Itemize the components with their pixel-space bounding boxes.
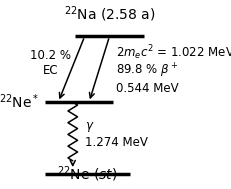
- Text: $^{22}$Na (2.58 a): $^{22}$Na (2.58 a): [64, 5, 155, 24]
- Text: 10.2 %
EC: 10.2 % EC: [30, 49, 71, 77]
- Text: $^{22}$Ne ($\mathit{st}$): $^{22}$Ne ($\mathit{st}$): [57, 164, 117, 184]
- Text: $2m_ec^2$ = 1.022 MeV: $2m_ec^2$ = 1.022 MeV: [115, 43, 231, 62]
- Text: $^{22}$Ne$^*$: $^{22}$Ne$^*$: [0, 93, 39, 112]
- Text: 89.8 % $\beta^+$
0.544 MeV: 89.8 % $\beta^+$ 0.544 MeV: [115, 62, 177, 95]
- Text: $\gamma$
1.274 MeV: $\gamma$ 1.274 MeV: [84, 120, 147, 149]
